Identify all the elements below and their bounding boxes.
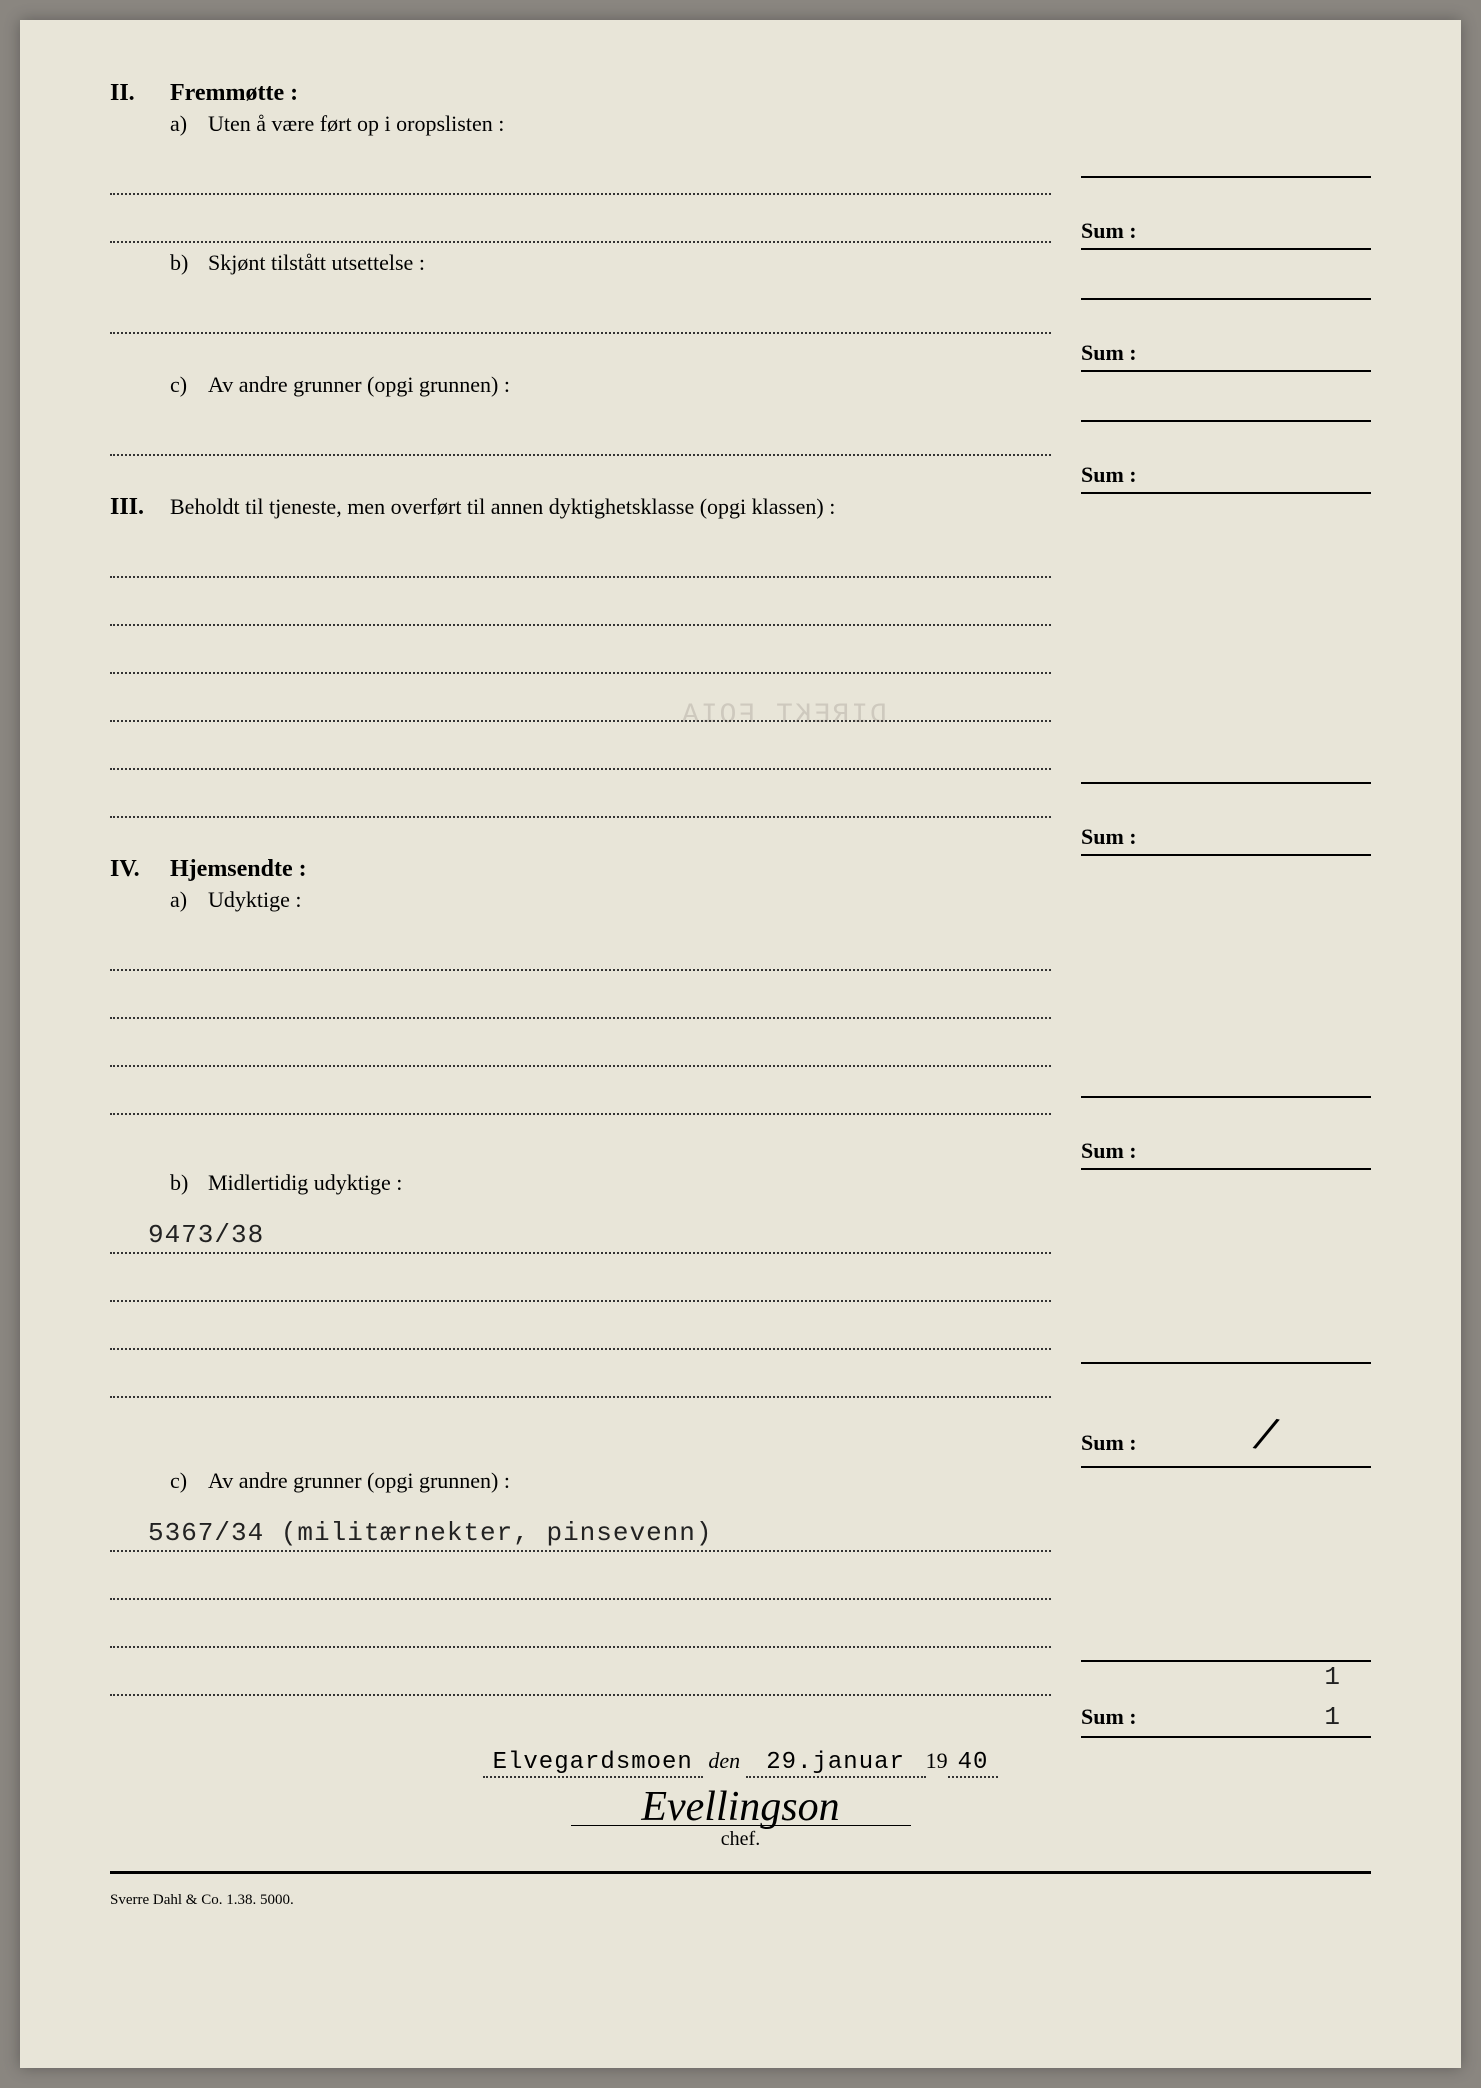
chef-label: chef. — [110, 1825, 1371, 1851]
entry-4b: 9473/38 — [110, 1206, 1051, 1254]
blank-line — [110, 674, 1051, 722]
blank-line — [110, 195, 1051, 243]
blank-line — [110, 578, 1051, 626]
sum-row-final: Sum : 1 — [1081, 1702, 1371, 1738]
sub-2a: a)Uten å være ført op i oropslisten : — [170, 111, 1051, 137]
sum-rule — [1081, 782, 1371, 824]
typed-9473: 9473/38 — [148, 1220, 264, 1250]
sum-rule — [1081, 298, 1371, 340]
blank-line — [110, 923, 1051, 971]
blank-line — [110, 530, 1051, 578]
sum-rule — [1081, 420, 1371, 462]
blank-line — [110, 1552, 1051, 1600]
heading-fremmotte: Fremmøtte : — [170, 80, 1051, 107]
blank-line — [110, 408, 1051, 456]
heading-3: Beholdt til tjeneste, men overført til a… — [170, 494, 1051, 520]
sum-row: Sum : — [1081, 824, 1371, 856]
section-2b: b)Skjønt tilstått utsettelse : Sum : — [110, 250, 1371, 372]
sub-4c: c)Av andre grunner (opgi grunnen) : — [170, 1468, 1051, 1494]
place-field: Elvegardsmoen — [483, 1749, 703, 1778]
sub-4b: b)Midlertidig udyktige : — [170, 1170, 1051, 1196]
heading-hjemsendte: Hjemsendte : — [170, 856, 1051, 883]
blank-line — [110, 1302, 1051, 1350]
entry-4c: 5367/34 (militærnekter, pinsevenn) — [110, 1504, 1051, 1552]
blank-line — [110, 1648, 1051, 1696]
sum-row: Sum : — [1081, 340, 1371, 372]
signature: Evellingson — [110, 1783, 1371, 1831]
sum-rule — [1081, 1362, 1371, 1404]
section-4: IV. Hjemsendte : a)Udyktige : Sum : — [110, 856, 1371, 1170]
sum-row: Sum : — [1081, 218, 1371, 250]
sum-row: Sum : — [1081, 462, 1371, 494]
date-line: Elvegardsmoen den 29.januar1940 — [110, 1748, 1371, 1778]
blank-line — [110, 626, 1051, 674]
den-label: den — [708, 1748, 740, 1773]
section-4c: c)Av andre grunner (opgi grunnen) : 5367… — [110, 1468, 1371, 1738]
bleed-through-text: DIREKT FOIA — [680, 700, 887, 731]
sum-rule — [1081, 176, 1371, 218]
sub-4a: a)Udyktige : — [170, 887, 1051, 913]
footer-rule — [110, 1871, 1371, 1874]
blank-line — [110, 1019, 1051, 1067]
sub-2c: c)Av andre grunner (opgi grunnen) : — [170, 372, 1051, 398]
section-4b: b)Midlertidig udyktige : 9473/38 Sum : / — [110, 1170, 1371, 1468]
sub-2b: b)Skjønt tilstått utsettelse : — [170, 250, 1051, 276]
sum-row: Sum : / — [1081, 1404, 1371, 1468]
document-page: DIREKT FOIA II. Fremmøtte : a)Uten å vær… — [20, 20, 1461, 2068]
final-sum-value: 1 — [1161, 1702, 1371, 1732]
section-3: III. Beholdt til tjeneste, men overført … — [110, 494, 1371, 856]
typed-5367: 5367/34 (militærnekter, pinsevenn) — [148, 1518, 713, 1548]
blank-line — [110, 147, 1051, 195]
tally-mark: / — [1253, 1403, 1279, 1463]
blank-line — [110, 971, 1051, 1019]
sum-row: Sum : — [1081, 1138, 1371, 1170]
blank-line — [110, 1350, 1051, 1398]
year-field: 40 — [948, 1749, 999, 1778]
blank-line — [110, 286, 1051, 334]
blank-line — [110, 1254, 1051, 1302]
sum-rule — [1081, 1096, 1371, 1138]
section-2: II. Fremmøtte : a)Uten å være ført op i … — [110, 80, 1371, 250]
section-2c: c)Av andre grunner (opgi grunnen) : Sum … — [110, 372, 1371, 494]
printer-mark: Sverre Dahl & Co. 1.38. 5000. — [110, 1892, 1371, 1909]
roman-4: IV. — [110, 856, 170, 915]
blank-line — [110, 722, 1051, 770]
year-prefix: 19 — [926, 1748, 948, 1773]
sum-rule: 1 — [1081, 1660, 1371, 1702]
count-value: 1 — [1324, 1662, 1371, 1692]
blank-line — [110, 1067, 1051, 1115]
blank-line — [110, 770, 1051, 818]
roman-2: II. — [110, 80, 170, 139]
blank-line — [110, 1600, 1051, 1648]
roman-3: III. — [110, 494, 170, 522]
date-field: 29.januar — [746, 1749, 926, 1778]
